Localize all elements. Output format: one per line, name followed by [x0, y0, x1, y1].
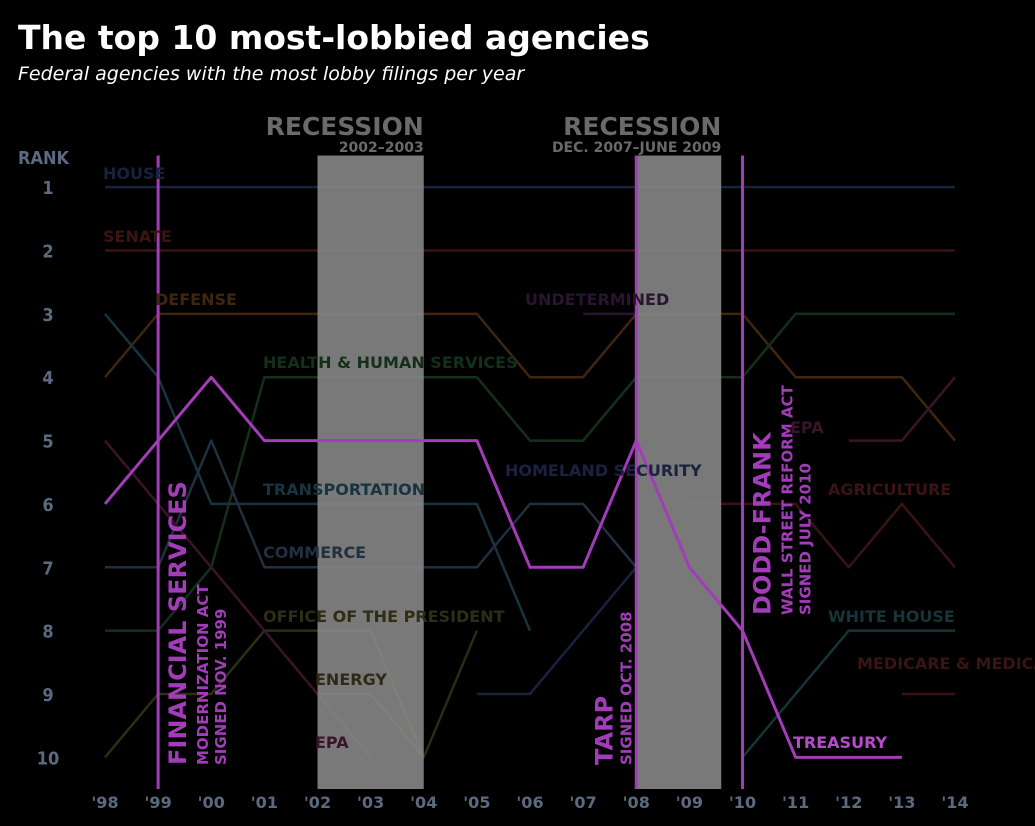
- series-label: SENATE: [103, 227, 172, 246]
- y-tick-label: 4: [42, 368, 53, 389]
- event-act: WALL STREET REFORM ACT: [779, 385, 797, 615]
- x-tick-label: '98: [91, 793, 118, 812]
- event-signed: SIGNED NOV. 1999: [212, 609, 230, 765]
- x-tick-label: '12: [835, 793, 862, 812]
- series-line: [689, 502, 956, 569]
- series-label: EPA: [790, 418, 824, 437]
- chart-subtitle: Federal agencies with the most lobby fil…: [18, 63, 525, 85]
- series-label: HOUSE: [103, 164, 165, 183]
- y-tick-label: 3: [42, 305, 53, 326]
- x-tick-label: '11: [782, 793, 809, 812]
- chart-title: The top 10 most-lobbied agencies: [18, 18, 650, 57]
- x-tick-label: '05: [463, 793, 490, 812]
- y-tick-label: 6: [42, 495, 53, 516]
- y-tick-label: 8: [42, 622, 53, 643]
- series-line: [476, 566, 638, 696]
- series-label: COMMERCE: [263, 543, 366, 562]
- series-line: [103, 375, 902, 759]
- y-axis-label: RANK: [18, 148, 71, 169]
- y-tick-label: 9: [42, 685, 53, 706]
- x-tick-label: '10: [729, 793, 756, 812]
- series-label: OFFICE OF THE PRESIDENT: [263, 607, 505, 626]
- series-line: [104, 312, 956, 442]
- x-tick-label: '14: [941, 793, 968, 812]
- y-tick-label: 2: [42, 242, 53, 263]
- series-label: EPA: [315, 733, 349, 752]
- x-tick-label: '03: [357, 793, 384, 812]
- x-tick-label: '09: [676, 793, 703, 812]
- series-label: MEDICARE & MEDICAID: [857, 654, 1035, 673]
- series-label: UNDETERMINED: [525, 290, 669, 309]
- x-tick-label: '13: [888, 793, 915, 812]
- series-label: WHITE HOUSE: [828, 607, 955, 626]
- series-label: DEFENSE: [155, 290, 237, 309]
- event-name: FINANCIAL SERVICES: [164, 481, 192, 765]
- series-label: HOMELAND SECURITY: [505, 461, 702, 480]
- event-signed: SIGNED JULY 2010: [797, 463, 815, 615]
- y-tick-label: 1: [42, 178, 53, 199]
- series-label: AGRICULTURE: [828, 480, 951, 499]
- series-line: [105, 312, 955, 632]
- event-signed: SIGNED OCT. 2008: [617, 611, 635, 765]
- event-name: DODD-FRANK: [749, 431, 777, 615]
- x-tick-label: '99: [145, 793, 172, 812]
- x-tick-label: '00: [198, 793, 225, 812]
- series-label: ENERGY: [315, 670, 387, 689]
- y-tick-label: 10: [37, 748, 60, 769]
- series-label: HEALTH & HUMAN SERVICES: [263, 353, 518, 372]
- x-tick-label: '06: [516, 793, 543, 812]
- x-tick-label: '02: [304, 793, 331, 812]
- x-tick-label: '01: [251, 793, 278, 812]
- recession-period: 2002–2003: [339, 140, 424, 156]
- x-tick-label: '08: [623, 793, 650, 812]
- y-tick-label: 7: [42, 558, 53, 579]
- recession-label: RECESSION: [563, 112, 721, 141]
- x-tick-label: '07: [570, 793, 597, 812]
- recession-band: [317, 155, 424, 789]
- recession-period: DEC. 2007–JUNE 2009: [552, 140, 721, 156]
- event-act: MODERNIZATION ACT: [194, 584, 212, 765]
- recession-label: RECESSION: [266, 112, 424, 141]
- event-name: TARP: [590, 696, 618, 765]
- x-tick-label: '04: [410, 793, 437, 812]
- y-tick-label: 5: [42, 432, 53, 453]
- series-label: TREASURY: [793, 733, 888, 752]
- series-label: TRANSPORTATION: [263, 480, 425, 499]
